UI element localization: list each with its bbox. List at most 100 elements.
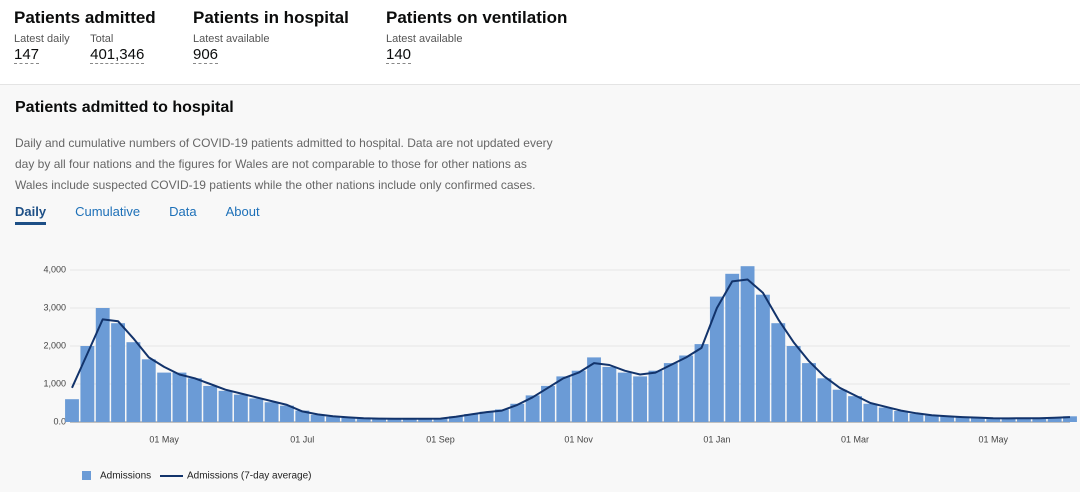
item-label: Latest available bbox=[193, 33, 270, 45]
bar bbox=[157, 372, 172, 422]
tab[interactable]: Daily bbox=[15, 204, 47, 225]
headline-title: Patients on ventilation bbox=[386, 8, 568, 27]
item-value[interactable]: 140 bbox=[386, 46, 412, 64]
bar bbox=[356, 418, 371, 422]
bar bbox=[510, 403, 525, 422]
bar bbox=[402, 418, 417, 422]
bar bbox=[126, 342, 141, 422]
headline-bar: Patients admitted Latest daily 147 Total 4… bbox=[0, 0, 1080, 85]
bar bbox=[326, 416, 340, 422]
bar bbox=[648, 370, 663, 422]
item-value[interactable]: 906 bbox=[193, 46, 219, 64]
legend-swatch bbox=[82, 471, 91, 480]
bar bbox=[187, 378, 202, 422]
bar bbox=[986, 418, 1001, 422]
bar bbox=[633, 376, 648, 422]
bar bbox=[218, 390, 233, 422]
bar bbox=[940, 416, 955, 422]
bar bbox=[80, 346, 95, 422]
y-tick-label: 1,000 bbox=[43, 378, 66, 388]
chart: 0.0 1,000 2,000 3,000 4,000 01 May 01 Jul 01 Se… bbox=[43, 264, 1077, 482]
bar bbox=[924, 415, 939, 422]
bar bbox=[494, 409, 509, 422]
legend-label: Admissions bbox=[100, 471, 151, 482]
bar bbox=[141, 359, 156, 422]
x-tick-label: 01 Mar bbox=[841, 434, 869, 444]
headline-block: Patients on ventilation Latest available… bbox=[386, 8, 567, 64]
headline-title: Patients admitted bbox=[14, 8, 156, 27]
bar bbox=[341, 417, 356, 422]
bar bbox=[571, 370, 586, 422]
x-tick-label: 01 Jan bbox=[703, 434, 730, 444]
x-tick-label: 01 Sep bbox=[426, 434, 455, 444]
bar bbox=[249, 398, 264, 422]
bar bbox=[1001, 418, 1016, 422]
bar bbox=[418, 418, 433, 422]
tab[interactable]: Cumulative bbox=[75, 204, 141, 219]
tab[interactable]: Data bbox=[169, 204, 197, 219]
item-label: Total bbox=[90, 33, 114, 45]
bar bbox=[172, 372, 187, 422]
card-description: Daily and cumulative numbers of COVID-19… bbox=[15, 136, 553, 192]
bar bbox=[602, 366, 617, 422]
bar bbox=[955, 417, 970, 422]
bar bbox=[1047, 417, 1062, 422]
bar bbox=[679, 355, 694, 422]
average-line bbox=[71, 278, 1071, 420]
x-tick-label: 01 Nov bbox=[564, 434, 593, 444]
headline-item: Latest available 906 bbox=[193, 33, 269, 64]
bar bbox=[95, 308, 110, 422]
bar bbox=[387, 418, 402, 422]
bar bbox=[587, 357, 601, 422]
card-title: Patients admitted to hospital bbox=[15, 99, 234, 116]
headline-block: Patients admitted Latest daily 147 Total 4… bbox=[14, 8, 160, 64]
bar bbox=[556, 376, 571, 422]
bar bbox=[725, 273, 740, 422]
item-label: Latest daily bbox=[14, 33, 70, 45]
item-label: Latest available bbox=[386, 33, 463, 45]
bar bbox=[448, 416, 463, 422]
bar bbox=[817, 378, 832, 422]
bar bbox=[863, 403, 878, 422]
bar bbox=[65, 399, 79, 422]
bar bbox=[479, 411, 494, 422]
bar bbox=[970, 417, 985, 422]
bar bbox=[663, 363, 678, 422]
headline-item: Latest daily 147 bbox=[14, 33, 70, 64]
x-tick-label: 01 May bbox=[149, 434, 179, 444]
bar bbox=[433, 418, 448, 422]
headline-item: Latest available 140 bbox=[386, 33, 462, 64]
bar bbox=[264, 402, 279, 422]
bar bbox=[1032, 418, 1047, 422]
headline-title: Patients in hospital bbox=[193, 8, 349, 27]
y-tick-label: 4,000 bbox=[43, 264, 66, 274]
bar bbox=[709, 296, 724, 422]
bar bbox=[694, 344, 709, 422]
item-value[interactable]: 401,346 bbox=[90, 46, 145, 64]
tabs: Daily Cumulative Data About bbox=[15, 204, 289, 225]
bar bbox=[1017, 418, 1031, 422]
bar bbox=[786, 346, 801, 422]
x-tick-label: 01 May bbox=[978, 434, 1008, 444]
item-value[interactable]: 147 bbox=[14, 46, 40, 64]
x-tick-label: 01 Jul bbox=[290, 434, 314, 444]
tab[interactable]: About bbox=[225, 204, 260, 219]
bar bbox=[848, 396, 862, 422]
headline-item: Total 401,346 bbox=[90, 33, 145, 64]
bar bbox=[909, 413, 924, 422]
legend-label: Admissions (7-day average) bbox=[187, 471, 312, 482]
bar bbox=[617, 372, 632, 422]
bar bbox=[111, 323, 125, 422]
bar bbox=[372, 418, 387, 422]
bar bbox=[894, 410, 909, 422]
bar bbox=[755, 294, 770, 422]
bar bbox=[233, 394, 248, 422]
bar bbox=[541, 385, 555, 422]
bar bbox=[310, 414, 325, 422]
bar bbox=[295, 410, 310, 422]
bar bbox=[832, 389, 847, 422]
bar bbox=[203, 385, 218, 422]
bar bbox=[280, 405, 294, 422]
bar bbox=[464, 414, 479, 422]
